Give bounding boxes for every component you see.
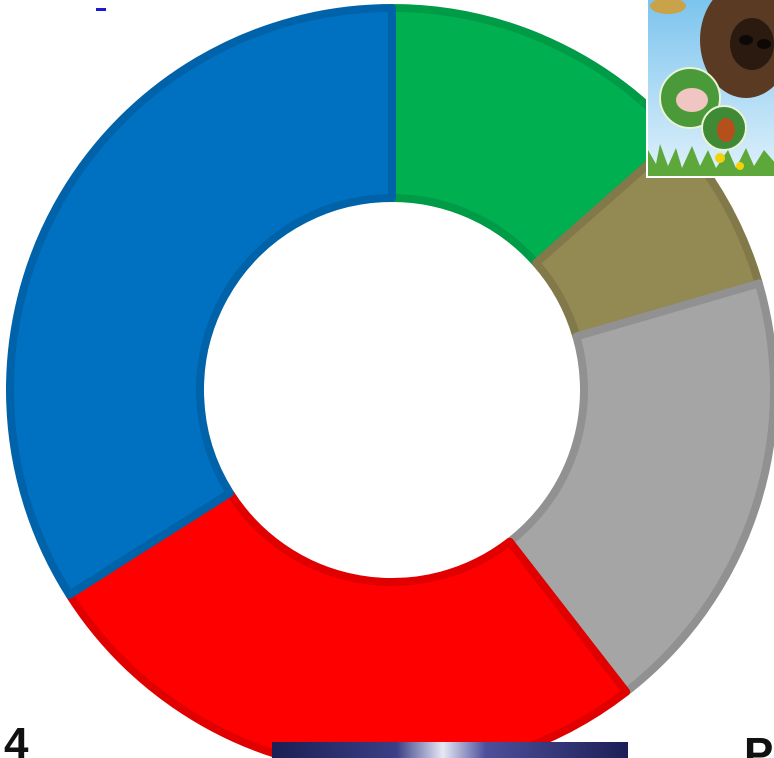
farm-animals-photo [646,0,774,178]
donut-slice-3 [505,279,774,696]
edge-number: 4 [4,719,29,758]
donut-slice-4 [65,488,631,758]
bottom-photo [272,742,628,758]
donut-slice-5 [6,4,396,599]
farm-animals-image [648,0,774,176]
link-underline[interactable] [96,0,106,11]
edge-letter: P [744,729,774,758]
